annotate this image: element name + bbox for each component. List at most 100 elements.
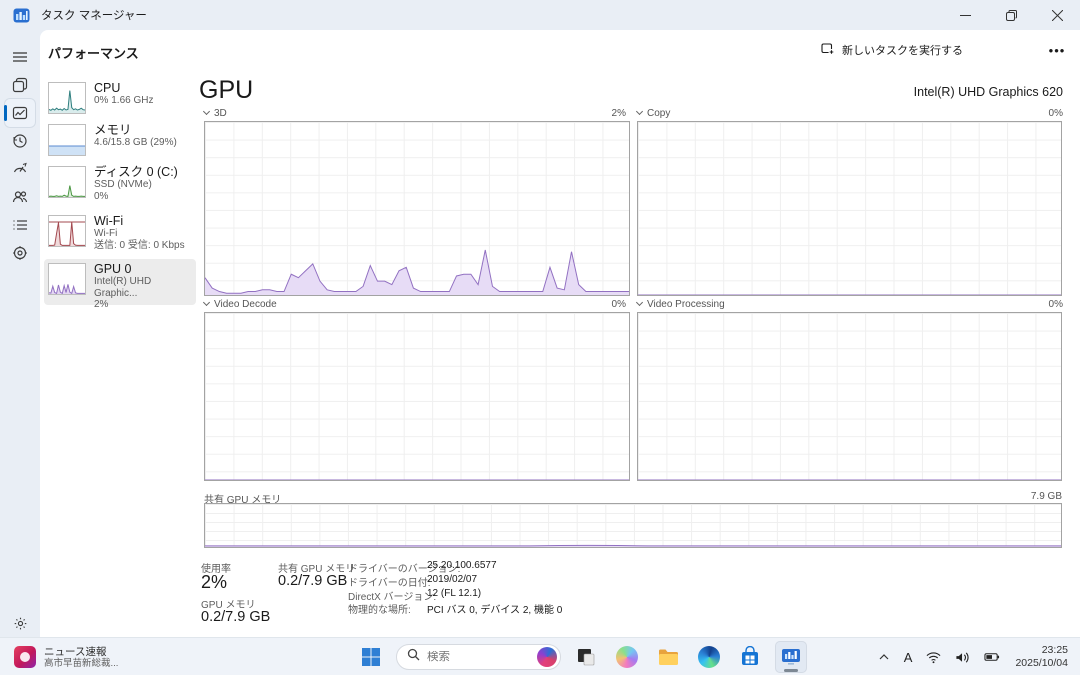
chart-label-copy: Copy 0% xyxy=(635,107,1063,119)
run-new-task-label: 新しいタスクを実行する xyxy=(842,45,963,57)
nav-startup-apps-icon[interactable] xyxy=(4,154,36,184)
physical-location-value: PCI バス 0, デバイス 2, 機能 0 xyxy=(427,605,563,616)
chevron-down-icon[interactable] xyxy=(202,298,211,307)
perf-item-sub: SSD (NVMe) xyxy=(94,179,152,190)
gpu-memory-value: 0.2/7.9 GB xyxy=(201,609,271,625)
perf-item-wifi[interactable]: Wi-Fi Wi-Fi 送信: 0 受信: 0 Kbps xyxy=(44,211,196,257)
search-input[interactable] xyxy=(427,651,530,663)
chart-label-video-decode: Video Decode 0% xyxy=(202,298,630,310)
gpu-page-title: GPU xyxy=(199,76,254,104)
shared-memory-value: 0.2/7.9 GB xyxy=(278,573,348,589)
speaker-icon[interactable] xyxy=(950,643,975,671)
chart-label-video-processing: Video Processing 0% xyxy=(635,298,1063,310)
driver-version-label: ドライバーのバージョン: xyxy=(348,564,461,575)
search-highlight-thumbnail xyxy=(537,647,557,667)
microsoft-store-icon[interactable] xyxy=(734,641,766,673)
nav-users-icon[interactable] xyxy=(4,182,36,212)
restore-button[interactable] xyxy=(988,0,1034,30)
widget-subline: 高市早苗新総裁... xyxy=(44,657,119,669)
news-icon xyxy=(14,646,36,668)
content-area: パフォーマンス 新しいタスクを実行する ••• CPU 0% 1.66 GHz メ… xyxy=(40,30,1080,637)
task-manager-taskbar-icon[interactable] xyxy=(775,641,807,673)
driver-date-value: 2019/02/07 xyxy=(427,574,478,585)
task-view-icon[interactable] xyxy=(570,641,602,673)
gpu-device-name: Intel(R) UHD Graphics 620 xyxy=(913,85,1063,99)
minimize-button[interactable] xyxy=(942,0,988,30)
search-icon xyxy=(407,648,420,666)
nav-services-icon[interactable] xyxy=(4,238,36,268)
perf-item-sub: 2% xyxy=(94,299,109,310)
chart-shared-memory xyxy=(204,503,1062,548)
disk-mini-chart xyxy=(48,166,86,198)
run-new-task-button[interactable]: 新しいタスクを実行する xyxy=(812,37,972,63)
wifi-mini-chart xyxy=(48,215,86,247)
perf-item-gpu[interactable]: GPU 0 Intel(R) UHD Graphic... 2% xyxy=(44,259,196,310)
shared-memory-label: 共有 GPU メモリ xyxy=(278,564,356,575)
perf-item-sub: Intel(R) UHD Graphic... xyxy=(94,276,152,299)
chart-copy xyxy=(637,121,1062,296)
tray-time: 23:25 xyxy=(1041,644,1068,656)
copilot-icon[interactable] xyxy=(611,641,643,673)
search-box[interactable] xyxy=(396,644,561,670)
chart-3d xyxy=(204,121,630,296)
nav-selected-indicator xyxy=(4,105,7,121)
clock[interactable]: 23:25 2025/10/04 xyxy=(1009,644,1074,670)
wifi-icon[interactable] xyxy=(921,643,946,671)
settings-gear-icon[interactable] xyxy=(4,608,36,638)
cpu-mini-chart xyxy=(48,82,86,114)
directx-version-label: DirectX バージョン: xyxy=(348,592,437,603)
memory-mini-chart xyxy=(48,124,86,156)
perf-item-title: メモリ xyxy=(94,123,132,137)
usage-value: 2% xyxy=(201,572,228,592)
page-header: パフォーマンス 新しいタスクを実行する ••• xyxy=(40,30,1080,70)
nav-details-icon[interactable] xyxy=(4,210,36,240)
start-button[interactable] xyxy=(355,641,387,673)
nav-rail xyxy=(0,30,40,637)
titlebar: タスク マネージャー xyxy=(0,0,1080,30)
perf-item-title: GPU 0 xyxy=(94,262,132,276)
perf-item-sub: Wi-Fi xyxy=(94,228,118,239)
ime-mode-indicator[interactable]: A xyxy=(903,649,913,665)
new-task-icon xyxy=(821,42,835,59)
task-manager-logo-icon xyxy=(13,7,30,24)
perf-item-title: ディスク 0 (C:) xyxy=(94,165,178,179)
chart-video-processing xyxy=(637,312,1062,481)
chart-label-shared-memory: 共有 GPU メモリ 7.9 GB xyxy=(204,491,1062,506)
more-options-button[interactable]: ••• xyxy=(1042,37,1072,63)
window-title: タスク マネージャー xyxy=(41,10,147,22)
perf-item-disk[interactable]: ディスク 0 (C:) SSD (NVMe) 0% xyxy=(44,162,196,208)
chevron-down-icon[interactable] xyxy=(202,107,211,116)
nav-performance-icon[interactable] xyxy=(4,98,36,128)
file-explorer-icon[interactable] xyxy=(652,641,684,673)
tray-chevron-up-icon[interactable] xyxy=(873,643,895,671)
chevron-down-icon[interactable] xyxy=(635,298,644,307)
gpu-mini-chart xyxy=(48,263,86,295)
perf-item-title: CPU xyxy=(94,81,121,95)
driver-version-value: 25.20.100.6577 xyxy=(427,560,497,571)
nav-processes-icon[interactable] xyxy=(4,70,36,100)
battery-icon[interactable] xyxy=(979,643,1005,671)
usage-label: 使用率 xyxy=(201,564,231,575)
gpu-memory-label: GPU メモリ xyxy=(201,600,256,611)
perf-item-sub: 4.6/15.8 GB (29%) xyxy=(94,137,177,148)
widget-headline: ニュース速報 xyxy=(44,645,107,658)
perf-item-sub: 0% xyxy=(94,190,109,202)
tray-date: 2025/10/04 xyxy=(1015,657,1068,669)
chart-video-decode xyxy=(204,312,630,481)
driver-date-label: ドライバーの日付: xyxy=(348,578,431,589)
widgets-button[interactable]: ニュース速報 高市早苗新総裁... xyxy=(6,640,126,674)
perf-item-sub: 0% 1.66 GHz xyxy=(94,95,154,106)
chart-label-3d: 3D 2% xyxy=(202,107,630,119)
taskbar: ニュース速報 高市早苗新総裁... xyxy=(0,637,1080,675)
page-title: パフォーマンス xyxy=(48,46,139,61)
nav-app-history-icon[interactable] xyxy=(4,126,36,156)
directx-version-value: 12 (FL 12.1) xyxy=(427,588,482,599)
perf-item-cpu[interactable]: CPU 0% 1.66 GHz xyxy=(44,78,196,118)
edge-icon[interactable] xyxy=(693,641,725,673)
close-button[interactable] xyxy=(1034,0,1080,30)
perf-item-memory[interactable]: メモリ 4.6/15.8 GB (29%) xyxy=(44,120,196,160)
chevron-down-icon[interactable] xyxy=(635,107,644,116)
menu-icon[interactable] xyxy=(4,42,36,72)
physical-location-label: 物理的な場所: xyxy=(348,605,411,616)
